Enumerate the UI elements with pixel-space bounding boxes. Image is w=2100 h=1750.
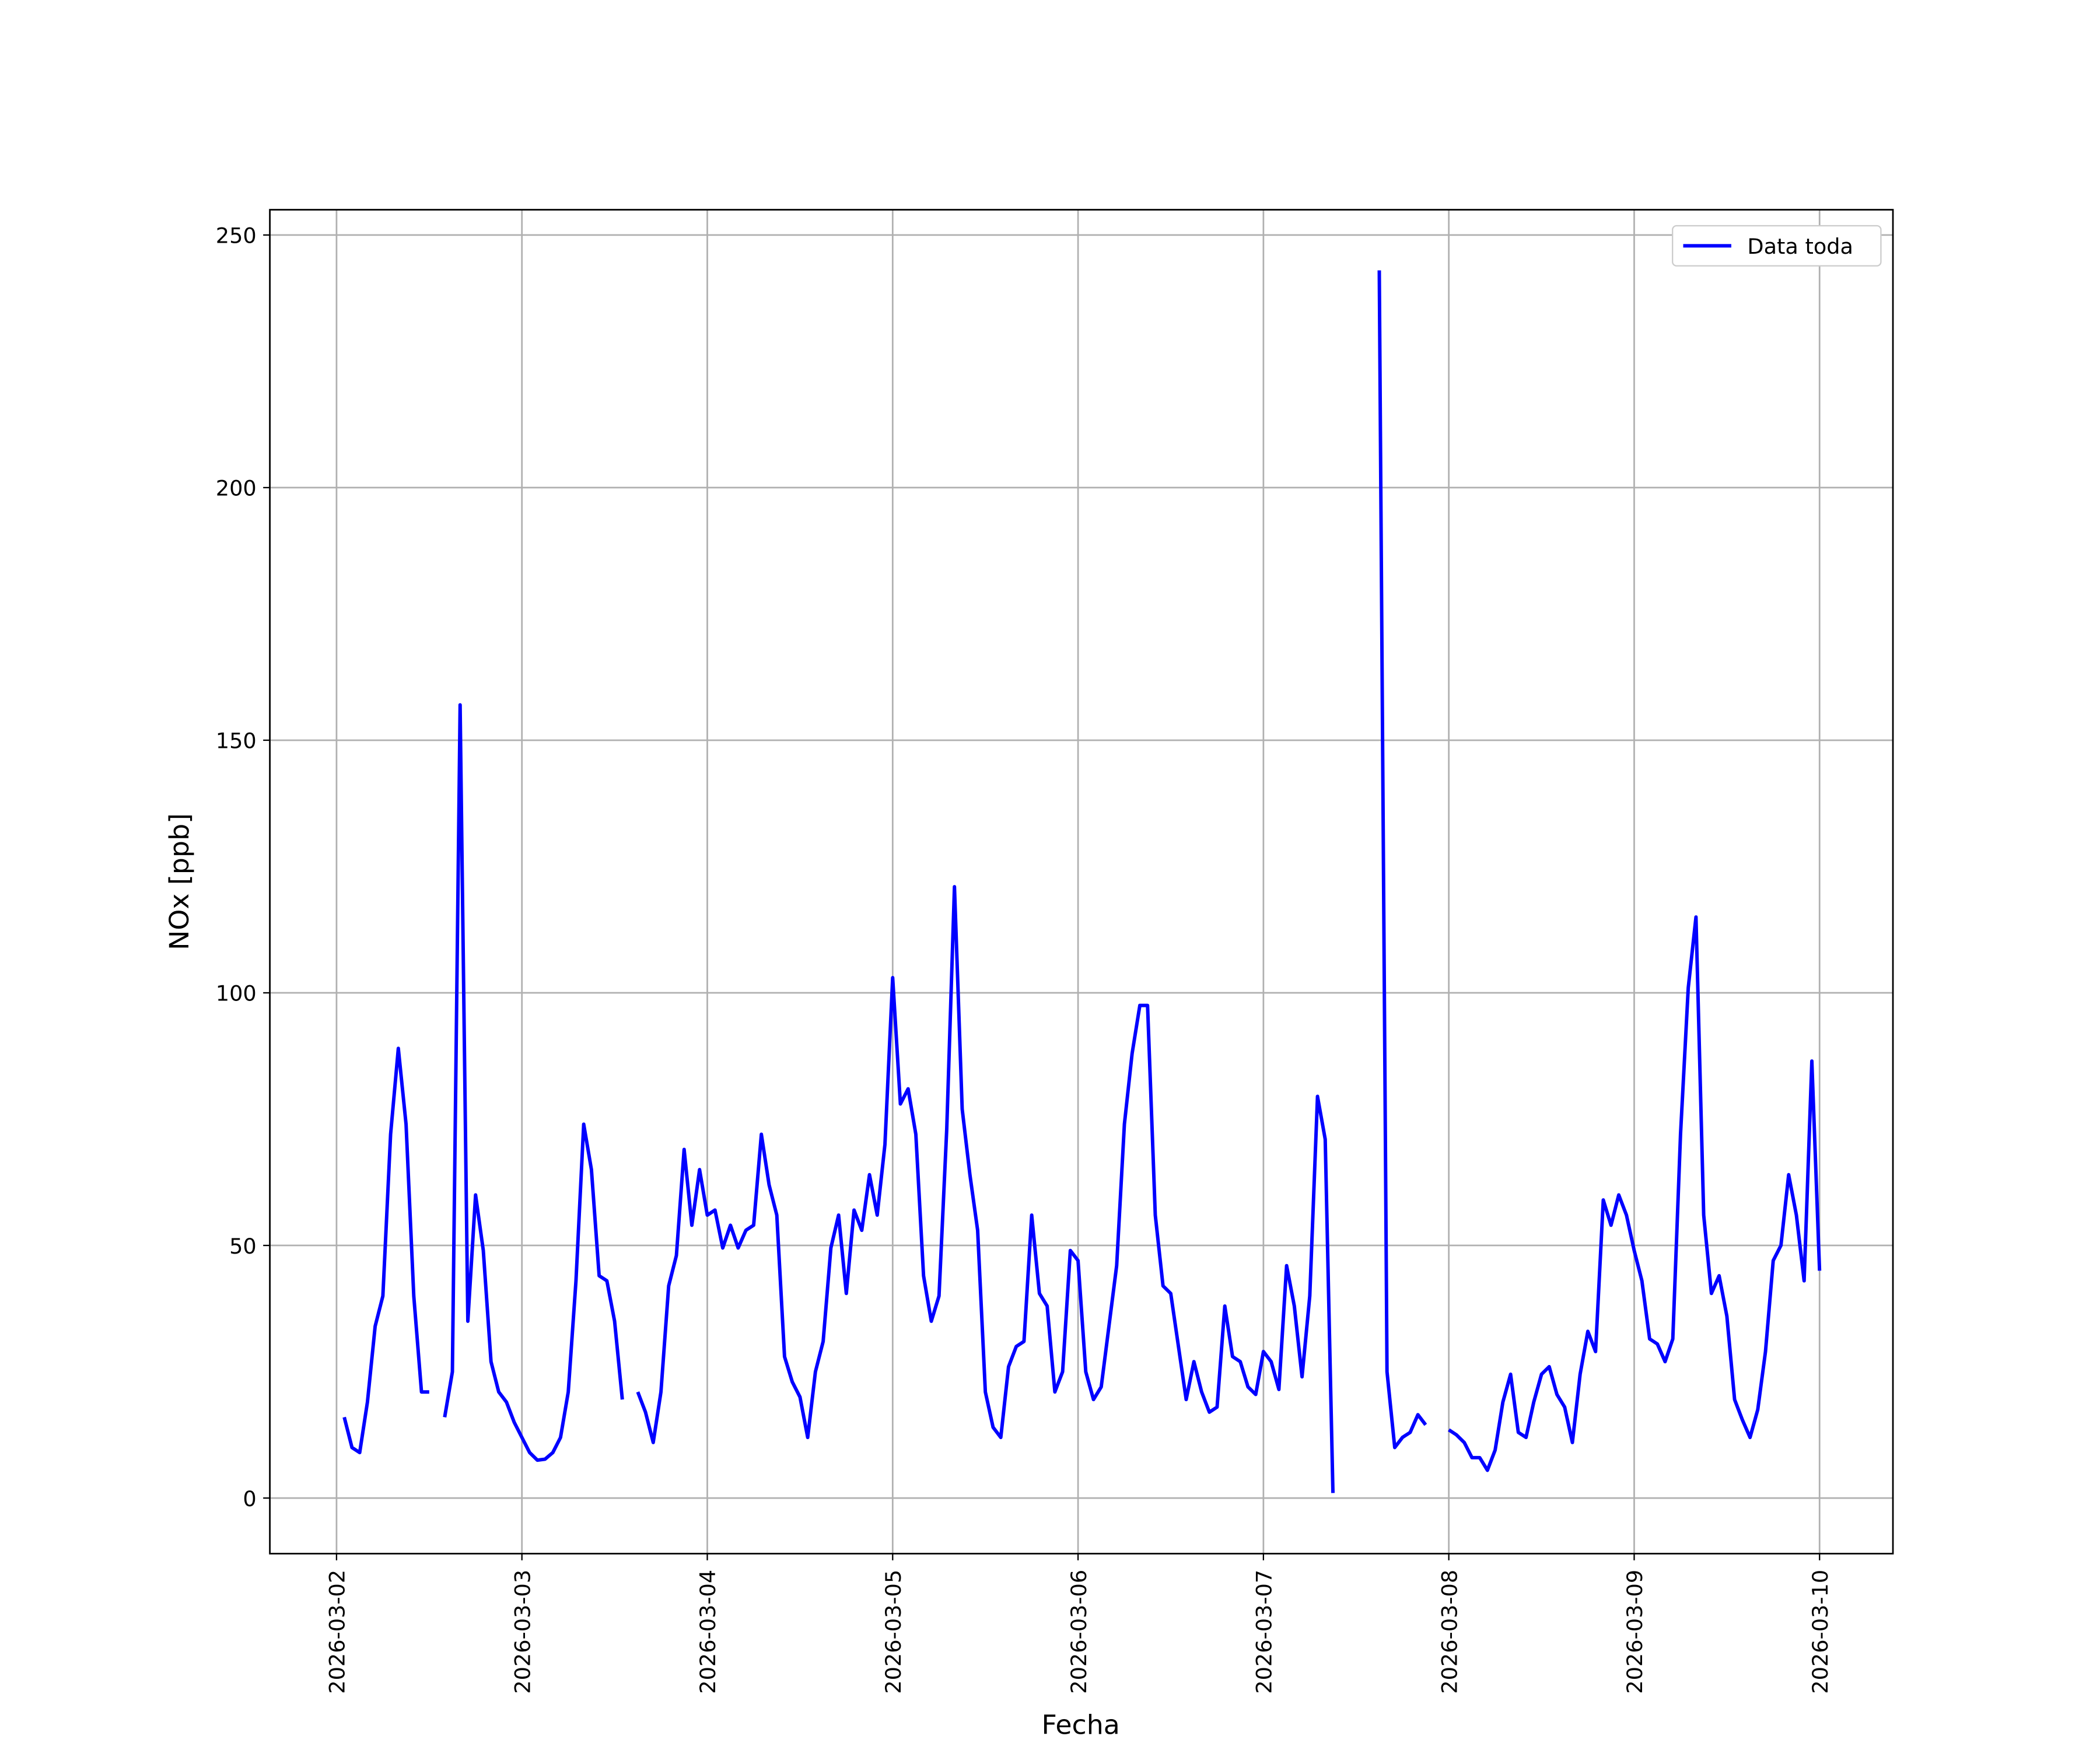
x-tick-label: 2026-03-03 xyxy=(510,1570,535,1694)
y-tick-label: 250 xyxy=(216,223,257,249)
x-tick-label: 2026-03-10 xyxy=(1808,1570,1833,1694)
x-axis-label: Fecha xyxy=(1042,1709,1120,1741)
x-tick-label: 2026-03-02 xyxy=(325,1570,350,1694)
x-tick-label: 2026-03-06 xyxy=(1066,1570,1091,1694)
x-tick-label: 2026-03-07 xyxy=(1252,1570,1277,1694)
legend-label: Data toda xyxy=(1747,234,1853,259)
y-tick-label: 150 xyxy=(216,729,257,754)
x-tick-label: 2026-03-09 xyxy=(1622,1570,1647,1694)
x-tick-label: 2026-03-04 xyxy=(695,1570,720,1694)
y-tick-label: 50 xyxy=(229,1234,257,1259)
x-tick-label: 2026-03-08 xyxy=(1437,1570,1462,1694)
y-axis-label: NOx [ppb] xyxy=(163,813,195,950)
legend-box xyxy=(1672,225,1882,267)
y-tick-label: 0 xyxy=(243,1486,256,1511)
y-tick-label: 200 xyxy=(216,476,257,501)
y-tick-label: 100 xyxy=(216,981,257,1006)
data-line xyxy=(342,270,1822,1493)
x-tick-label: 2026-03-05 xyxy=(881,1570,906,1694)
plot-frame xyxy=(269,209,1894,1555)
